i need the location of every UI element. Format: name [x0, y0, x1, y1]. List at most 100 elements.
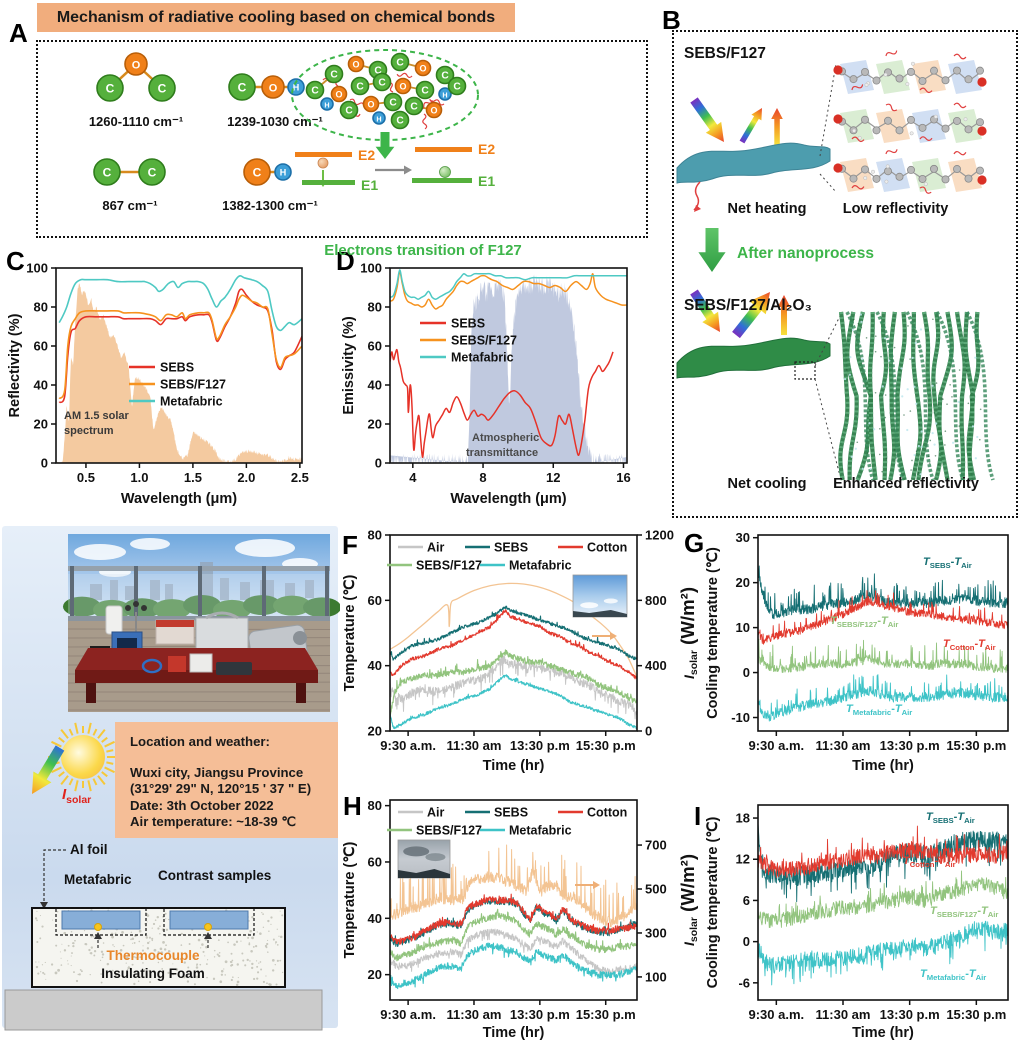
chart-annotation: TMetafabric-TAir: [846, 703, 913, 718]
svg-text:60: 60: [368, 854, 382, 869]
chart-emissivity: 4 8 12 16 0 20 40 60 80 100 Wavelength (μm) Emissiv…: [330, 245, 664, 523]
svg-text:H: H: [280, 168, 287, 178]
svg-text:SEBS/F127: SEBS/F127: [416, 559, 482, 573]
svg-text:SEBS/F127: SEBS/F127: [416, 824, 482, 838]
svg-text:20: 20: [368, 724, 382, 739]
svg-text:Cooling temperature (℃): Cooling temperature (℃): [705, 816, 721, 988]
svg-text:O: O: [399, 82, 406, 92]
svg-text:H: H: [442, 91, 447, 100]
panel-a-label: A: [9, 18, 28, 48]
svg-text:C: C: [453, 82, 461, 93]
svg-text:-10: -10: [731, 710, 750, 725]
nanoprocess-diagram: [676, 50, 995, 481]
outdoor-test-illustration: [4, 534, 340, 1031]
svg-text:13:30 p.m: 13:30 p.m: [510, 1007, 570, 1022]
svg-text:SEBS: SEBS: [494, 541, 528, 555]
svg-text:60: 60: [34, 339, 48, 354]
svg-text:15:30 p.m: 15:30 p.m: [576, 1007, 636, 1022]
svg-text:Time (hr): Time (hr): [852, 758, 914, 774]
chart-cooling-temperature-cloudy-day: 9:30 a.m. 11:30 am 13:30 p.m 15:30 p.m 18 12 6…: [684, 785, 1024, 1050]
svg-text:80: 80: [368, 528, 382, 543]
svg-text:700: 700: [645, 838, 667, 853]
svg-text:0.5: 0.5: [77, 470, 95, 485]
svg-text:9:30 a.m.: 9:30 a.m.: [749, 738, 805, 753]
svg-text:C: C: [356, 82, 364, 93]
svg-text:2.0: 2.0: [237, 470, 255, 485]
chart-temperature-clear-day: 9:30 a.m. 11:30 am 13:30 p.m 15:30 p.m 20 40 6…: [340, 520, 702, 790]
svg-text:Reflectivity (%): Reflectivity (%): [7, 313, 23, 417]
svg-text:SEBS: SEBS: [451, 317, 485, 331]
svg-text:E2: E2: [478, 141, 495, 157]
svg-text:O: O: [352, 60, 359, 70]
panel-d-label: D: [336, 246, 355, 276]
svg-text:8: 8: [479, 470, 486, 485]
svg-text:40: 40: [368, 378, 382, 393]
svg-text:9:30 a.m.: 9:30 a.m.: [380, 738, 436, 753]
mechanism-box: C O C 1260-1110 cm⁻¹ C O H 1239-1030 cm⁻¹ C C 867 …: [36, 40, 648, 259]
svg-text:18: 18: [736, 811, 750, 826]
info-line: (31°29' 29" N, 120°15 ' 37 " E): [130, 781, 312, 796]
svg-text:9:30 a.m.: 9:30 a.m.: [380, 1007, 436, 1022]
svg-text:300: 300: [645, 925, 667, 940]
svg-text:O: O: [430, 106, 437, 116]
solar-intensity-label: Isolar: [62, 786, 92, 806]
metafabric-sample-label: Metafabric: [64, 872, 132, 887]
svg-text:20: 20: [736, 575, 750, 590]
svg-text:C: C: [238, 81, 247, 95]
svg-text:SEBS: SEBS: [494, 806, 528, 820]
svg-text:C: C: [378, 78, 386, 89]
svg-text:H: H: [376, 115, 381, 124]
svg-text:-6: -6: [738, 975, 750, 990]
svg-text:Isolar (W/m²): Isolar (W/m²): [677, 587, 700, 679]
svg-text:C: C: [106, 82, 115, 96]
svg-text:11:30 am: 11:30 am: [816, 1007, 871, 1022]
al-foil-label: Al foil: [70, 842, 108, 857]
svg-text:100: 100: [26, 261, 48, 276]
chart-annotation: TSEBS-TAir: [926, 811, 975, 826]
net-cooling-label: Net cooling: [727, 476, 807, 492]
svg-text:Cotton: Cotton: [587, 541, 627, 555]
svg-text:100: 100: [360, 261, 382, 276]
panel-c-label: C: [6, 246, 25, 276]
chart-annotation: transmittance: [466, 447, 539, 459]
insulating-foam-label: Insulating Foam: [101, 966, 205, 981]
electrons-transition-caption: Electrons transition of F127: [324, 242, 522, 259]
svg-text:C: C: [396, 58, 404, 69]
svg-text:16: 16: [616, 470, 630, 485]
svg-text:15:30 p.m: 15:30 p.m: [576, 738, 636, 753]
svg-text:1260-1110 cm⁻¹: 1260-1110 cm⁻¹: [89, 114, 183, 129]
svg-text:11:30 am: 11:30 am: [447, 1007, 502, 1022]
svg-text:C: C: [148, 166, 157, 180]
svg-text:1239-1030 cm⁻¹: 1239-1030 cm⁻¹: [227, 114, 323, 129]
svg-text:Temperature (℃): Temperature (℃): [342, 841, 358, 958]
panel-h-label: H: [343, 791, 362, 821]
svg-text:O: O: [419, 64, 426, 74]
svg-text:E1: E1: [361, 177, 378, 193]
svg-text:4: 4: [409, 470, 417, 485]
svg-text:Air: Air: [427, 806, 445, 820]
svg-text:0: 0: [375, 456, 382, 471]
chart-annotation: TMetafabric-TAir: [920, 968, 987, 983]
svg-text:11:30 am: 11:30 am: [816, 738, 871, 753]
svg-text:C: C: [103, 166, 112, 180]
svg-text:60: 60: [368, 339, 382, 354]
svg-text:867 cm⁻¹: 867 cm⁻¹: [102, 198, 157, 213]
svg-text:40: 40: [34, 378, 48, 393]
svg-text:H: H: [293, 83, 300, 93]
chart-annotation: TSEBS/F127-TAir: [830, 615, 899, 630]
chart-annotation: spectrum: [64, 425, 114, 437]
svg-text:500: 500: [645, 882, 667, 897]
svg-text:12: 12: [546, 470, 560, 485]
after-nanoprocess-label: After nanoprocess: [737, 245, 874, 262]
svg-text:Isolar (W/m²): Isolar (W/m²): [677, 854, 700, 946]
panel-a-title: Mechanism of radiative cooling based on …: [37, 3, 515, 32]
svg-text:Wavelength (μm): Wavelength (μm): [121, 491, 237, 507]
svg-text:E1: E1: [478, 173, 495, 189]
svg-text:SEBS: SEBS: [160, 361, 194, 375]
svg-text:O: O: [335, 90, 342, 100]
info-line: Date: 3th October 2022: [130, 797, 274, 813]
svg-text:13:30 p.m: 13:30 p.m: [510, 738, 570, 753]
sebs-f127-label: SEBS/F127: [684, 45, 766, 62]
chart-annotation: TCotton-TAir: [903, 855, 956, 870]
